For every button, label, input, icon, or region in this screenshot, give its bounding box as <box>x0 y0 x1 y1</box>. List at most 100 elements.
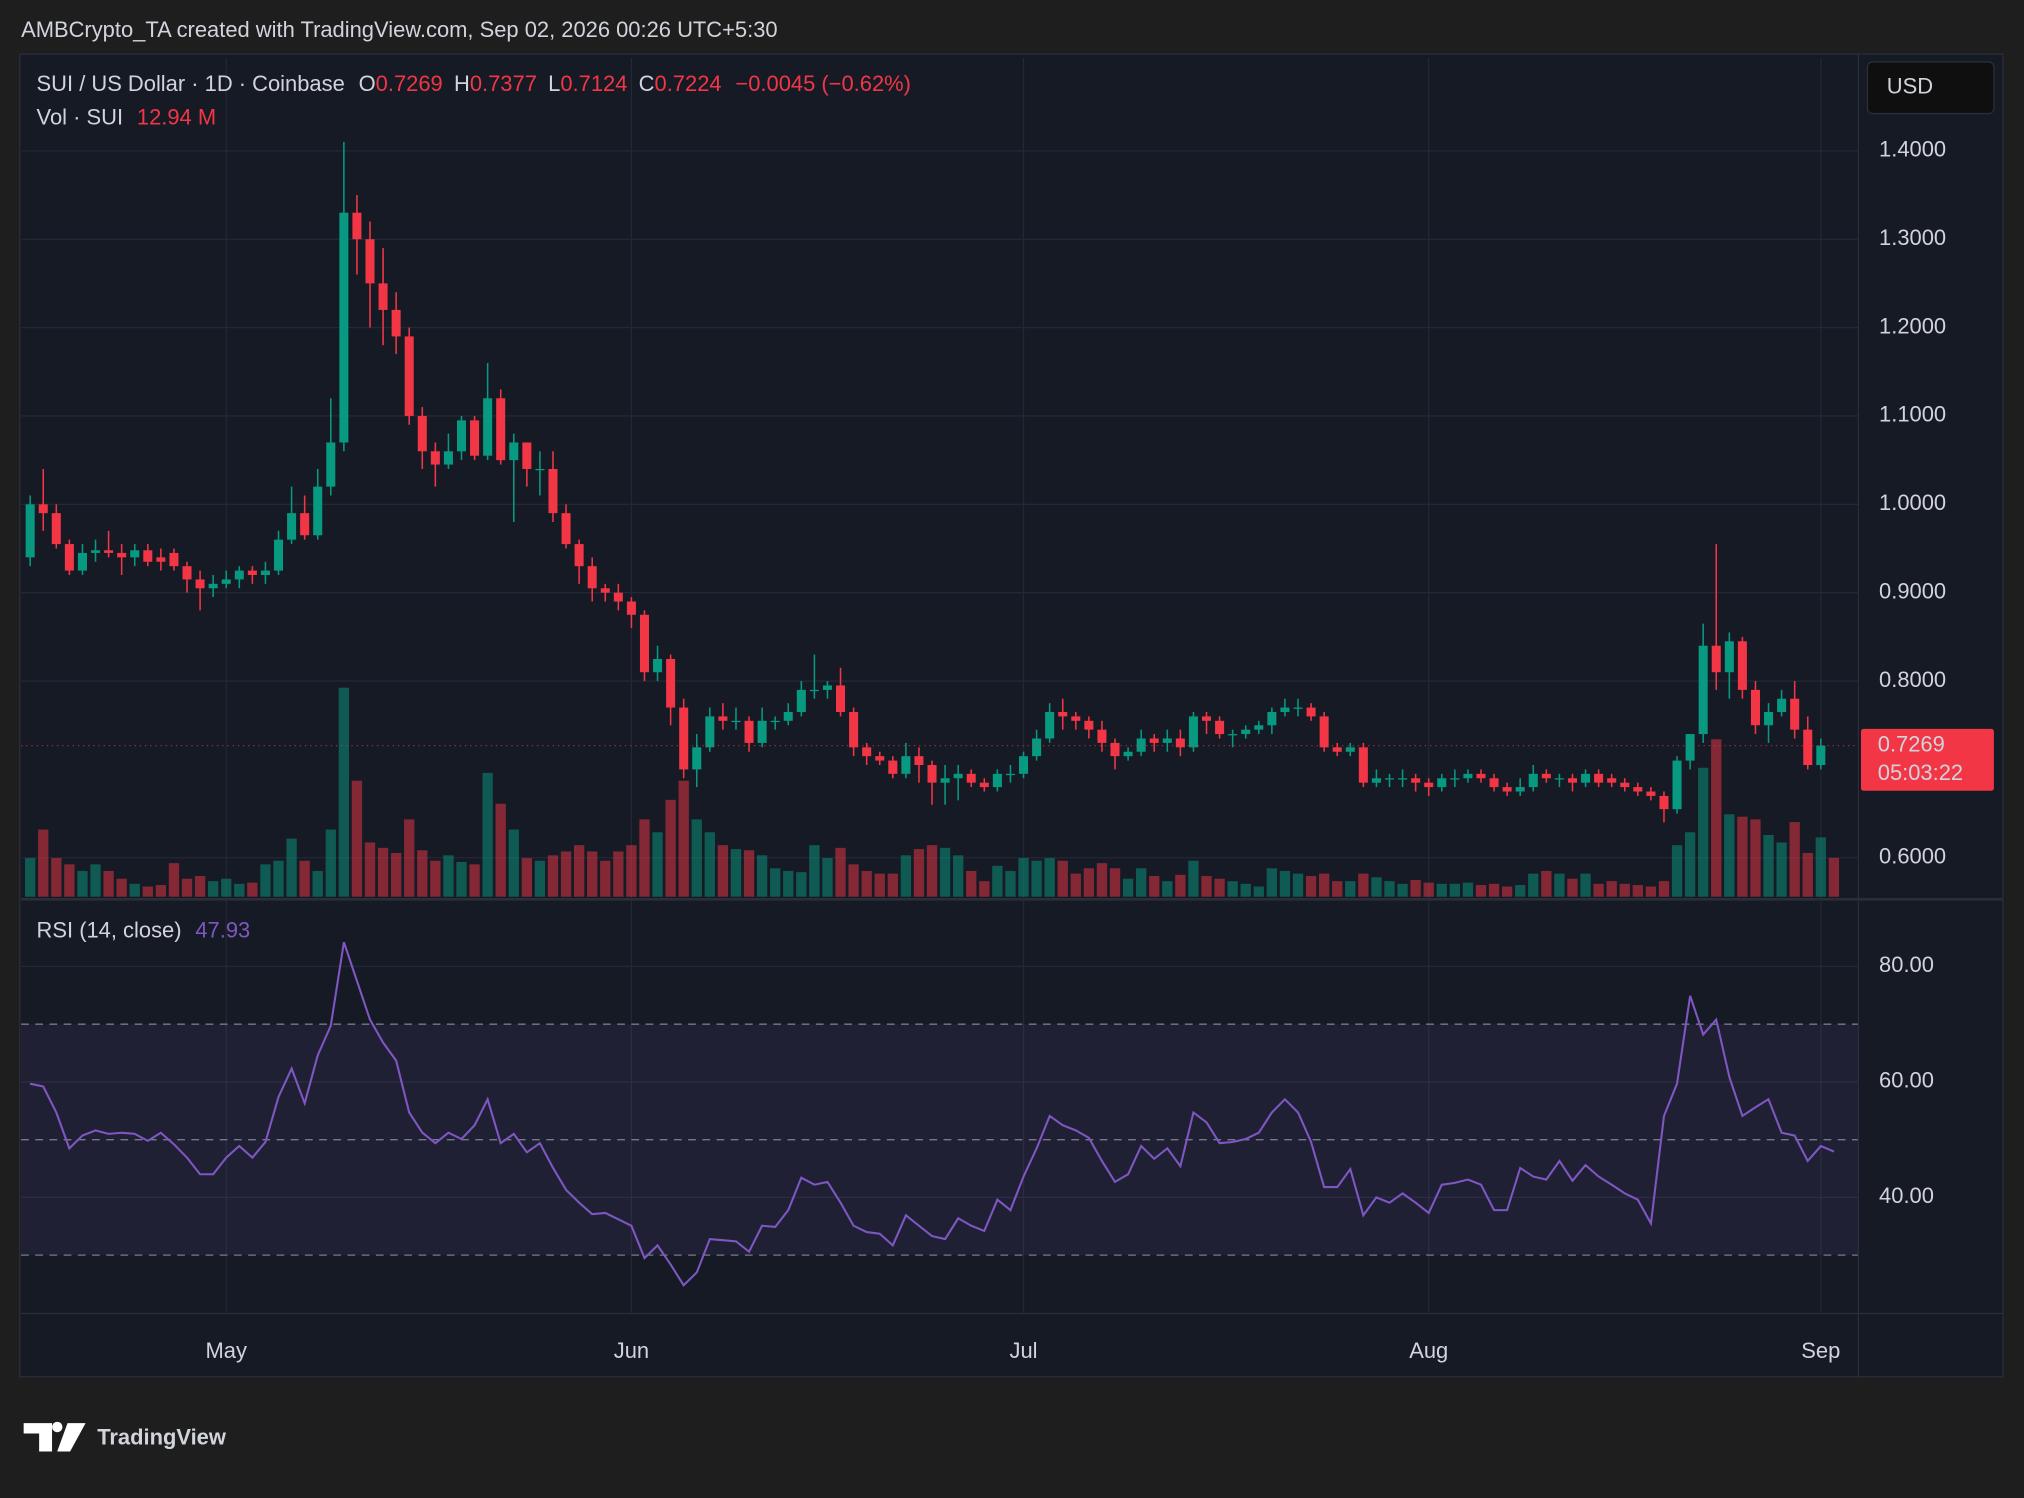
volume-bar <box>1711 739 1722 897</box>
volume-bar <box>560 851 572 897</box>
candle-body <box>221 579 231 584</box>
volume-bar <box>1501 886 1513 897</box>
candle-body <box>1384 778 1395 780</box>
candle-body <box>1188 716 1198 748</box>
volume-bar <box>770 868 781 897</box>
volume-bar <box>273 860 284 897</box>
candle-body <box>1620 782 1630 788</box>
candle-body <box>169 552 179 567</box>
candle-body <box>535 468 545 471</box>
rsi-line <box>29 941 1835 1287</box>
volume-bar <box>600 860 611 897</box>
volume-bar <box>1318 873 1330 897</box>
candle-body <box>260 570 270 576</box>
volume-bar <box>38 829 49 897</box>
volume-bar <box>364 842 376 897</box>
candle-body <box>1110 742 1120 757</box>
volume-bar <box>247 882 258 897</box>
volume-bar <box>417 850 428 897</box>
credit: AMBCrypto_TA created with TradingView.co… <box>21 17 778 42</box>
volume-bar <box>1083 868 1095 897</box>
y-tick-label: 1.4000 <box>1879 137 1946 162</box>
candle-body <box>1737 641 1747 690</box>
candle-body <box>483 398 493 456</box>
volume-bar <box>90 864 101 897</box>
candle-body <box>1097 729 1107 743</box>
volume-bar <box>181 878 193 897</box>
candle-body <box>1175 738 1185 748</box>
candle-body <box>1280 707 1290 712</box>
volume-bar <box>312 870 323 897</box>
y-tick-label: 1.1000 <box>1879 402 1946 427</box>
volume-bar <box>1619 883 1630 897</box>
currency-button-box[interactable] <box>1866 61 1995 115</box>
candle-body <box>639 614 649 673</box>
candle-body <box>822 685 832 690</box>
volume-bar <box>1528 873 1539 897</box>
candle-body <box>391 309 401 337</box>
volume-bar <box>1567 878 1578 897</box>
volume-bar <box>534 860 546 897</box>
candle-body <box>600 588 610 593</box>
currency-label[interactable]: USD <box>1887 74 1933 99</box>
candle-body <box>1319 716 1329 748</box>
candle-body <box>1672 760 1682 810</box>
candle-body <box>796 689 806 712</box>
volume-bar <box>1149 876 1160 897</box>
candle-body <box>1228 734 1238 736</box>
candle-body <box>1764 711 1774 726</box>
volume-bar <box>1279 870 1291 897</box>
volume-bar <box>51 858 62 897</box>
candle-body <box>1293 707 1303 709</box>
candle-body <box>1411 778 1421 783</box>
candle-body <box>470 420 480 456</box>
volume-bar <box>351 780 363 897</box>
volume-bar <box>1684 832 1696 897</box>
volume-bar <box>613 851 624 897</box>
candle-body <box>1045 711 1055 739</box>
volume-bar <box>64 864 75 897</box>
candle-body <box>1463 773 1473 779</box>
volume-bar <box>1358 873 1369 897</box>
candle-body <box>1398 778 1408 780</box>
volume-bar <box>1802 852 1813 897</box>
rsi-value: 47.93 <box>195 917 250 942</box>
volume-bar <box>1423 882 1434 897</box>
volume-bar <box>1724 814 1735 897</box>
volume-bar <box>286 838 297 897</box>
volume-bar <box>299 860 310 897</box>
candle-body <box>1424 782 1434 788</box>
volume-bar <box>1070 873 1081 897</box>
volume-bar <box>1397 883 1408 897</box>
candle-body <box>940 778 950 783</box>
candle-body <box>849 711 859 748</box>
currency-button[interactable]: USD <box>1866 61 1995 115</box>
candle-body <box>378 283 388 310</box>
volume-bar <box>116 878 127 897</box>
volume-bar <box>390 852 402 897</box>
volume-bar <box>469 864 480 897</box>
candle-body <box>836 685 846 712</box>
volume-bar <box>913 849 925 897</box>
volume-bar <box>482 772 493 897</box>
volume-bar <box>1188 860 1199 897</box>
candle-body <box>234 570 244 580</box>
volume-bar <box>338 687 350 897</box>
volume-bar <box>207 881 219 897</box>
candle-body <box>757 720 767 743</box>
logo-text: TradingView <box>97 1424 227 1449</box>
candle-body <box>1032 738 1042 757</box>
volume-bar <box>168 863 180 897</box>
candle-body <box>104 550 114 553</box>
volume-bar <box>1201 876 1212 897</box>
candle-body <box>731 720 741 723</box>
volume-bar <box>979 881 990 897</box>
candle-body <box>1777 698 1787 712</box>
volume-bar <box>704 832 715 897</box>
candle-body <box>1241 729 1251 735</box>
price-tag-countdown: 05:03:22 <box>1878 760 1963 785</box>
candle-body <box>64 544 74 571</box>
candle-body <box>1162 738 1172 743</box>
candle-body <box>783 711 793 721</box>
candle-body <box>979 782 989 788</box>
